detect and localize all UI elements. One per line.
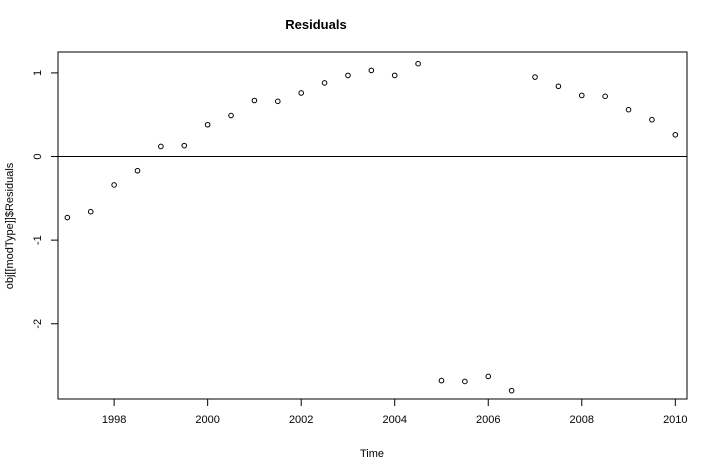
data-point: [64, 214, 71, 221]
x-tick-label: 2000: [195, 414, 219, 426]
data-point: [555, 83, 562, 90]
data-point: [508, 387, 515, 394]
data-point: [462, 378, 468, 385]
data-point: [204, 121, 211, 128]
data-point: [111, 182, 117, 188]
data-point: [274, 98, 281, 105]
data-point: [391, 72, 398, 79]
y-tick-label: -2: [32, 319, 44, 329]
data-points: [64, 60, 679, 394]
y-tick-label: 1: [32, 70, 44, 76]
data-point: [578, 92, 585, 99]
data-point: [228, 112, 234, 119]
data-point: [251, 97, 258, 104]
y-tick-label: 0: [32, 153, 44, 159]
data-point: [532, 74, 538, 80]
data-point: [438, 377, 445, 384]
x-tick-label: 1998: [102, 414, 126, 426]
data-point: [485, 373, 492, 380]
x-tick-label: 2010: [663, 414, 687, 426]
data-point: [298, 90, 304, 96]
data-point: [181, 142, 188, 149]
data-point: [87, 208, 94, 215]
y-axis: -2 -1 0 1: [32, 70, 59, 329]
data-point: [649, 116, 655, 123]
y-axis-label: obj[[modType]]$Residuals: [4, 162, 16, 289]
data-point: [321, 80, 328, 86]
y-tick-label: -1: [32, 235, 44, 245]
plot-frame: [57, 51, 688, 400]
data-point: [134, 167, 141, 174]
data-point: [158, 143, 164, 150]
x-axis-label: Time: [360, 448, 384, 460]
x-tick-label: 2008: [570, 414, 594, 426]
chart-title: Residuals: [285, 17, 346, 32]
data-point: [625, 106, 632, 113]
data-point: [415, 60, 421, 67]
data-point: [672, 131, 679, 138]
data-point: [602, 93, 608, 100]
x-axis: 1998 2000 2002 2004 2006 2008 2010: [102, 398, 688, 426]
x-tick-label: 2002: [289, 414, 313, 426]
x-tick-label: 2006: [476, 414, 500, 426]
data-point: [345, 72, 351, 79]
data-point: [368, 67, 375, 74]
x-tick-label: 2004: [382, 414, 406, 426]
